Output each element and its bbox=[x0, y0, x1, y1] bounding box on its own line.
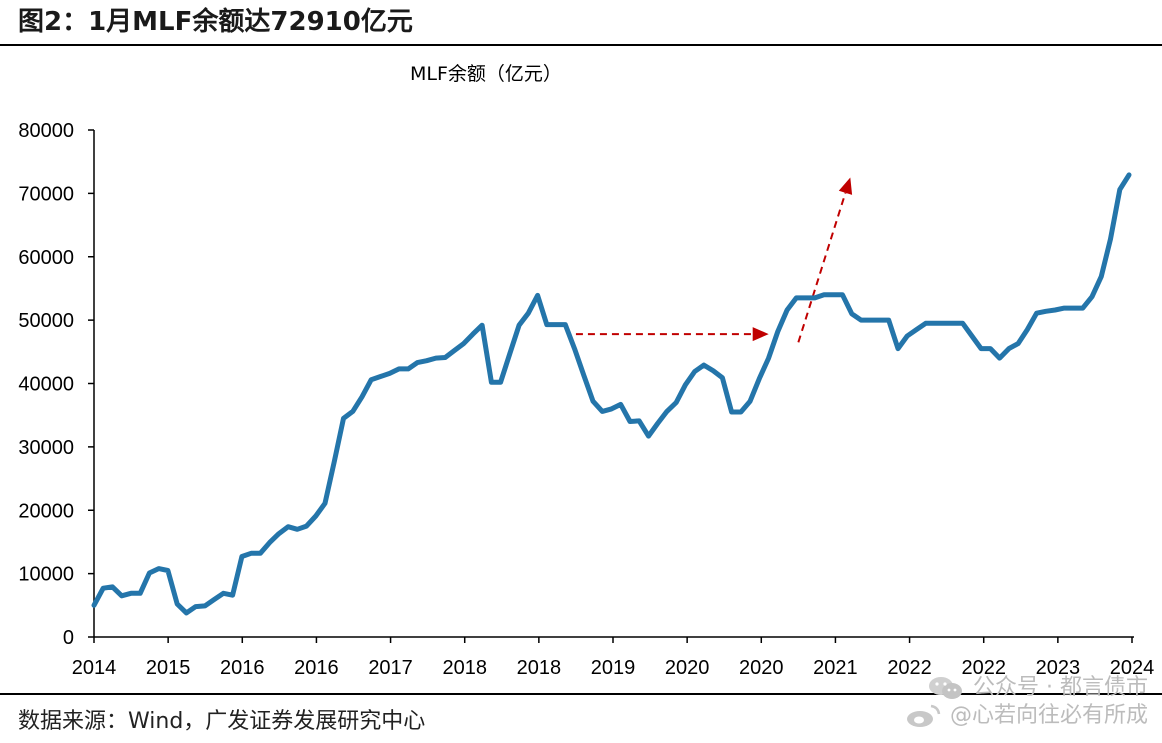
x-tick-label: 2015 bbox=[146, 657, 191, 679]
x-tick-label: 2014 bbox=[72, 657, 117, 679]
arrow-head-0 bbox=[752, 327, 769, 342]
watermark-text-2: @心若向往必有所成 bbox=[949, 703, 1148, 728]
axes bbox=[93, 130, 1134, 638]
x-tick-label: 2016 bbox=[220, 657, 265, 679]
x-tick-labels: 2014 2015 2016 2016 2017 2018 2018 2019 2020 2020… bbox=[72, 637, 1155, 679]
trend-arrows bbox=[575, 177, 853, 343]
mlf-balance-line-chart: MLF余额（亿元） 0 10000 20000 30000 40000 50000 6000… bbox=[18, 63, 1155, 679]
y-tick-label: 0 bbox=[63, 627, 74, 649]
x-tick-label: 2018 bbox=[517, 657, 562, 679]
wechat-logo-icon bbox=[929, 677, 963, 699]
series-line bbox=[91, 172, 1132, 616]
x-tick-label: 2020 bbox=[739, 657, 784, 679]
x-tick-label: 2022 bbox=[887, 657, 932, 679]
x-tick-label: 2023 bbox=[1036, 657, 1081, 679]
y-tick-label: 60000 bbox=[18, 247, 74, 269]
watermark-line-2: @心若向往必有所成 bbox=[808, 702, 1148, 730]
y-tick-label: 40000 bbox=[18, 374, 74, 396]
arrow-shaft-1 bbox=[797, 192, 847, 343]
watermark: 公众号 · 都言债市 @心若向往必有所成 bbox=[808, 674, 1148, 730]
x-tick-label: 2018 bbox=[442, 657, 487, 679]
y-tick-label: 30000 bbox=[18, 437, 74, 459]
x-tick-label: 2021 bbox=[813, 657, 858, 679]
watermark-line-1: 公众号 · 都言债市 bbox=[808, 674, 1148, 702]
x-tick-label: 2019 bbox=[591, 657, 636, 679]
y-tick-label: 80000 bbox=[18, 120, 74, 142]
weibo-logo-icon bbox=[906, 704, 941, 727]
top-rule bbox=[0, 44, 1162, 46]
y-tick-label: 70000 bbox=[18, 183, 74, 205]
arrow-head-1 bbox=[838, 177, 853, 195]
y-axis-label: MLF余额（亿元） bbox=[410, 63, 562, 85]
y-tick-labels: 0 10000 20000 30000 40000 50000 60000 70000 8000… bbox=[18, 120, 94, 649]
source-note: 数据来源：Wind，广发证券发展研究中心 bbox=[18, 709, 426, 734]
watermark-text-1: 公众号 · 都言债市 bbox=[973, 675, 1148, 700]
x-tick-label: 2022 bbox=[961, 657, 1006, 679]
x-tick-label: 2017 bbox=[368, 657, 413, 679]
x-tick-label: 2024 bbox=[1110, 657, 1155, 679]
y-tick-label: 20000 bbox=[18, 500, 74, 522]
bottom-rule bbox=[0, 693, 1162, 695]
y-tick-label: 10000 bbox=[18, 564, 74, 586]
x-tick-label: 2016 bbox=[294, 657, 339, 679]
y-tick-label: 50000 bbox=[18, 310, 74, 332]
chart-title: 图2：1月MLF余额达72910亿元 bbox=[18, 7, 413, 37]
x-tick-label: 2020 bbox=[665, 657, 710, 679]
